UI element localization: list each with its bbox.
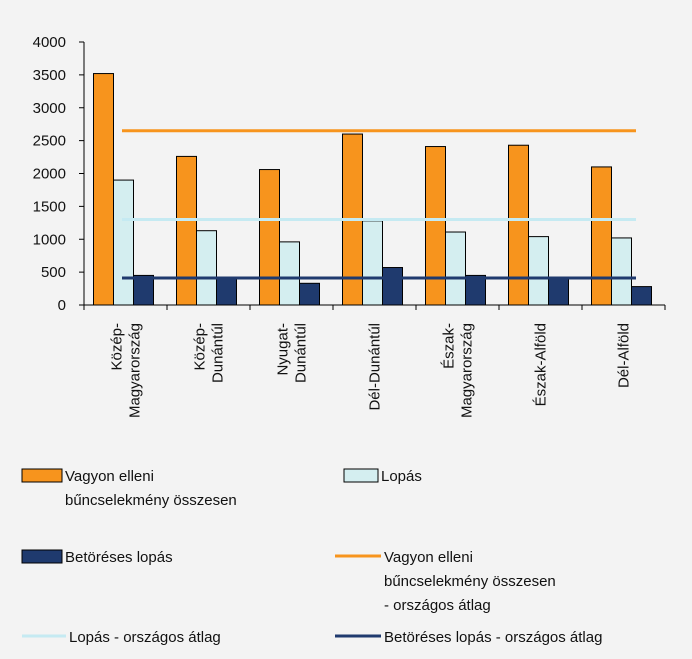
bar-series-2 [113,179,134,306]
legend-swatch-series-2 [343,468,379,483]
legend-label: Vagyon elleni [384,549,473,566]
bar-series-1 [259,169,280,306]
y-tick-label: 2000 [33,166,66,183]
x-tick-label: Magyarország [127,323,144,418]
legend-label: Betöréses lopás [65,549,173,566]
bar-series-1 [93,73,114,306]
bar-series-3 [299,282,320,306]
legend-label: bűncselekmény összesen [65,492,237,509]
y-tick-label: 2500 [33,133,66,150]
y-tick-label: 500 [41,264,66,281]
y-tick-label: 4000 [33,34,66,51]
x-tick-label: Észak- [441,323,458,369]
bar-series-2 [196,230,217,306]
legend-label: Lopás [381,468,422,485]
bar-series-2 [362,220,383,306]
bar-series-1 [176,155,197,306]
legend-swatch-series-3 [21,549,63,564]
bar-series-1 [508,144,529,306]
legend-item-ref-1: Vagyon elleni bűncselekmény összesen - ors… [384,549,556,614]
y-tick-label: 1000 [33,231,66,248]
bar-series-3 [465,274,486,306]
legend-label: - országos átlag [384,597,491,614]
bar-series-2 [279,241,300,306]
x-tick-label: Közép- [109,323,126,371]
legend-item-series-3: Betöréses lopás [65,549,173,566]
bar-series-3 [548,277,569,306]
x-tick-label: Magyarország [459,323,476,418]
x-tick-label: Dunántúl [210,323,227,383]
x-tick-label: Közép- [192,323,209,371]
bar-series-3 [382,267,403,306]
bar-series-1 [591,166,612,306]
legend-item-ref-2: Lopás - országos átlag [69,629,221,646]
x-tick-label: Észak-Alföld [533,323,550,406]
legend-item-ref-3: Betöréses lopás - országos átlag [384,629,602,646]
y-tick-label: 3000 [33,100,66,117]
x-tick-label: Nyugat- [275,323,292,376]
x-tick-label: Dél-Dunántúl [367,323,384,411]
y-tick-label: 1500 [33,198,66,215]
bar-series-3 [216,278,237,306]
x-tick-label: Dél-Alföld [616,323,633,388]
legend-label: Lopás - országos átlag [69,629,221,646]
bar-series-1 [425,146,446,306]
legend-item-series-2: Lopás [381,468,422,485]
y-tick-label: 0 [58,297,66,314]
legend-label: Betöréses lopás - országos átlag [384,629,602,646]
legend-label: bűncselekmény összesen [384,573,556,590]
bar-series-2 [611,237,632,306]
legend-item-series-1: Vagyon elleni bűncselekmény összesen [65,468,237,509]
bar-series-3 [133,274,154,306]
y-tick-label: 3500 [33,67,66,84]
bar-series-2 [528,236,549,306]
bar-series-2 [445,231,466,306]
legend-swatch-series-1 [21,468,63,483]
legend-label: Vagyon elleni [65,468,154,485]
bar-series-3 [631,286,652,306]
x-tick-label: Dunántúl [293,323,310,383]
